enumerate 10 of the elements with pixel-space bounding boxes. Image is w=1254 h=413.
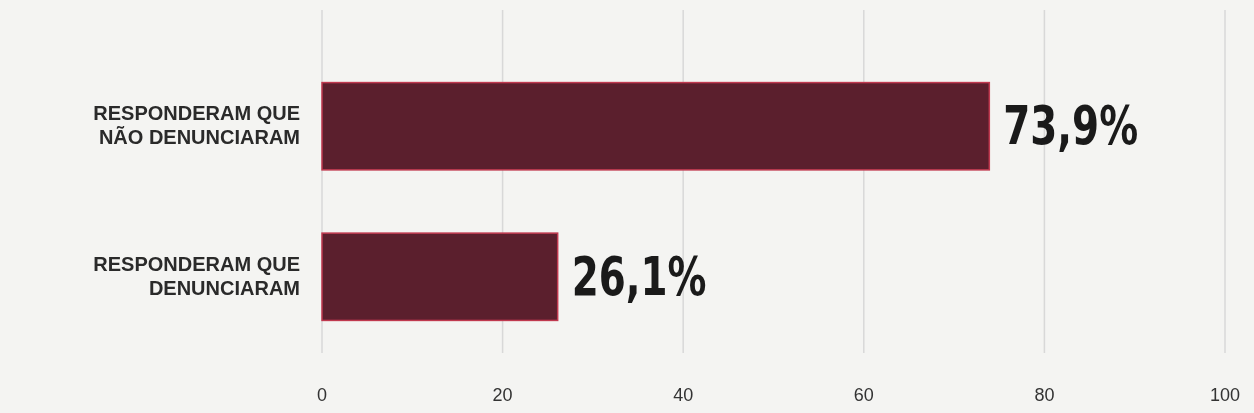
data-label: 73,9% (1003, 94, 1139, 158)
y-tick-label: RESPONDERAM QUE NÃO DENUNCIARAM (93, 102, 300, 149)
x-tick-label: 60 (853, 385, 874, 405)
x-tick-label: 0 (316, 385, 328, 405)
x-tick-label: 100 (1209, 385, 1241, 405)
x-tick-label: 20 (492, 385, 513, 405)
data-label: 26,1% (571, 245, 707, 309)
x-tick-label: 80 (1034, 385, 1055, 405)
x-tick-label: 40 (673, 385, 694, 405)
y-tick-label: RESPONDERAM QUE DENUNCIARAM (93, 252, 300, 299)
